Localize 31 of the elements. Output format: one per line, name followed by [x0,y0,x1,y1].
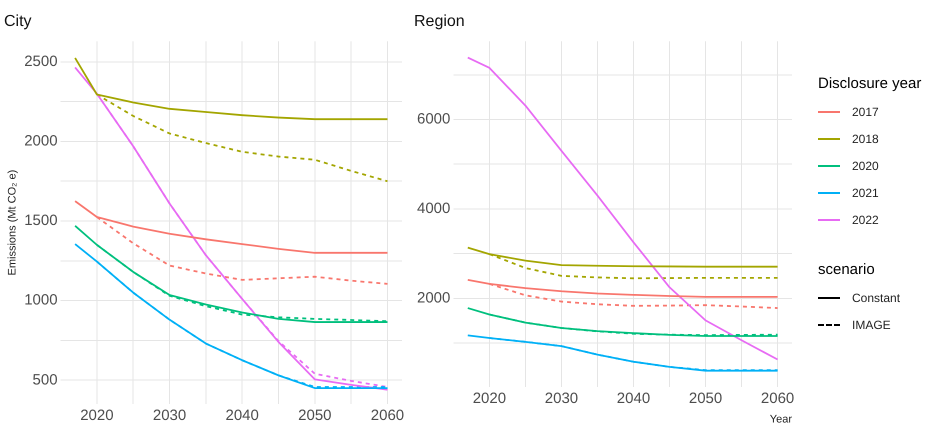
x-tick-label: 2040 [616,390,650,407]
x-tick-label: 2020 [472,390,506,407]
text: Constant [852,290,900,304]
legend-label: 2018 [852,132,879,146]
x-tick-label: 2050 [298,407,332,424]
text: IMAGE [852,318,891,332]
chart-title: Region [414,13,465,30]
chart-title: City [4,13,32,30]
y-tick-label: 2500 [24,53,58,70]
legend-label: 2017 [852,104,879,118]
y-tick-label: 4000 [416,200,450,218]
x-tick-label: 2050 [688,390,722,407]
y-tick-label: 500 [32,371,58,388]
legend-label: 2022 [852,212,879,226]
text: scenario [818,261,876,278]
y-axis-title: Emissions (Mt CO₂ e) [6,170,19,276]
y-tick-label: 2000 [416,290,450,307]
y-tick-label: 2000 [24,132,58,150]
y-tick-label: 1000 [24,292,58,309]
legend-title: Disclosure year [818,75,922,92]
legend-label: 2020 [852,158,879,172]
y-tick-label: 1500 [24,212,58,230]
y-tick-label: 6000 [416,110,450,128]
x-tick-label: 2030 [152,407,186,424]
x-tick-label: 2020 [80,407,114,424]
x-axis-title: Year [770,413,792,426]
legend-label: 2021 [852,186,879,200]
x-tick-label: 2060 [760,390,794,407]
x-tick-label: 2030 [544,390,578,407]
x-tick-label: 2040 [225,407,259,424]
x-tick-label: 2060 [370,407,404,424]
